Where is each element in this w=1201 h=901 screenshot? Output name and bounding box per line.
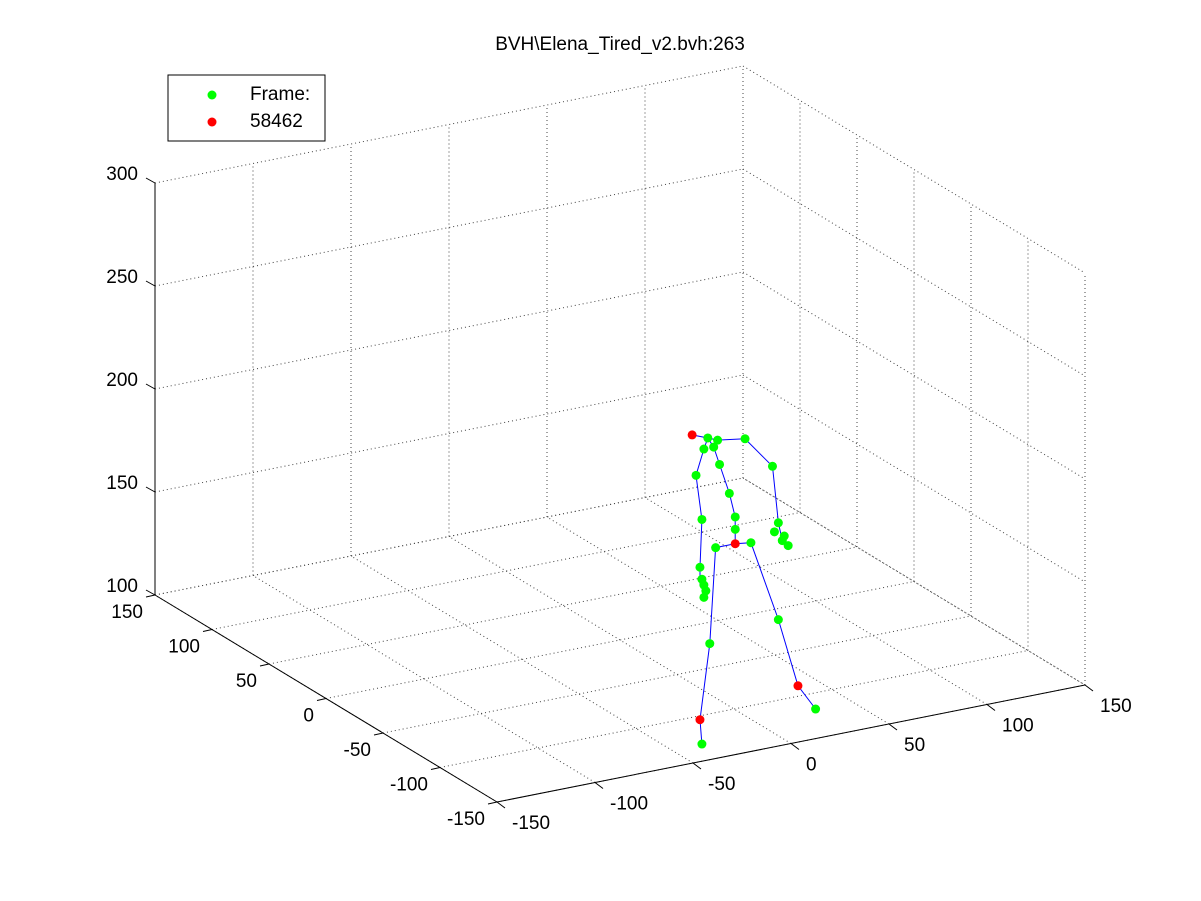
tick-mark [692, 762, 702, 770]
legend-marker [207, 90, 217, 100]
tick-mark [487, 801, 498, 805]
y-tick-label: 100 [168, 637, 200, 658]
tick-mark [430, 767, 441, 770]
x-tick-label: -150 [512, 813, 550, 834]
z-tick-label: 150 [106, 473, 138, 494]
joint-marker [730, 524, 740, 534]
tick-mark [202, 629, 213, 632]
y-tick-label: 0 [303, 706, 314, 727]
joint-marker [713, 435, 723, 445]
x-tick-label: 50 [904, 735, 925, 756]
joint-marker [730, 512, 740, 522]
z-tick-label: 100 [106, 576, 138, 597]
y-tick-label: -50 [344, 740, 371, 761]
joint-marker [769, 527, 779, 537]
joint-marker [697, 739, 707, 749]
tick-mark [888, 723, 898, 731]
joint-marker [701, 586, 711, 596]
legend-box [167, 74, 326, 142]
x-tick-label: -50 [708, 774, 735, 795]
joint-marker [746, 538, 756, 548]
x-tick-label: 150 [1100, 696, 1132, 717]
joint-marker [687, 430, 697, 440]
joint-marker [730, 539, 740, 549]
tick-mark [145, 177, 156, 184]
joint-marker [715, 459, 725, 469]
tick-mark [316, 698, 327, 701]
joint-marker [711, 543, 721, 553]
joint-marker [793, 681, 803, 691]
joint-marker [740, 434, 750, 444]
y-tick-label: 50 [236, 671, 257, 692]
joint-marker [773, 518, 783, 528]
z-tick-label: 300 [106, 164, 138, 185]
y-tick-label: 150 [111, 602, 143, 623]
joint-marker [783, 541, 793, 551]
joint-marker [703, 433, 713, 443]
x-tick-label: 100 [1002, 716, 1034, 737]
joint-marker [777, 536, 787, 546]
z-tick-label: 200 [106, 370, 138, 391]
tick-mark [594, 782, 604, 789]
legend-label: 58462 [250, 111, 303, 132]
joint-marker [697, 514, 707, 524]
tick-mark [373, 732, 384, 736]
joint-marker [699, 444, 709, 454]
legend-marker [207, 117, 217, 127]
legend-label: Frame: [250, 84, 310, 105]
tick-mark [145, 486, 156, 493]
joint-marker [695, 562, 705, 572]
tick-mark [145, 594, 156, 598]
tick-mark [986, 704, 996, 711]
tick-mark [259, 663, 270, 667]
joint-marker [691, 470, 701, 480]
joint-marker [773, 615, 783, 625]
x-tick-label: 0 [806, 755, 817, 776]
tick-mark [145, 589, 156, 596]
joint-marker [767, 461, 777, 471]
tick-mark [496, 801, 506, 809]
x-tick-label: -100 [610, 794, 648, 815]
joint-marker [705, 639, 715, 649]
z-tick-label: 250 [106, 267, 138, 288]
y-tick-label: -150 [447, 809, 485, 830]
joint-marker [709, 442, 719, 452]
tick-mark [790, 743, 800, 750]
tick-mark [1084, 684, 1094, 692]
tick-mark [145, 383, 156, 390]
chart-title: BVH\Elena_Tired_v2.bvh:263 [495, 34, 745, 55]
tick-mark [145, 280, 156, 287]
y-tick-label: -100 [390, 775, 428, 796]
joint-marker [724, 488, 734, 498]
joint-marker [811, 704, 821, 714]
joint-marker [695, 715, 705, 725]
